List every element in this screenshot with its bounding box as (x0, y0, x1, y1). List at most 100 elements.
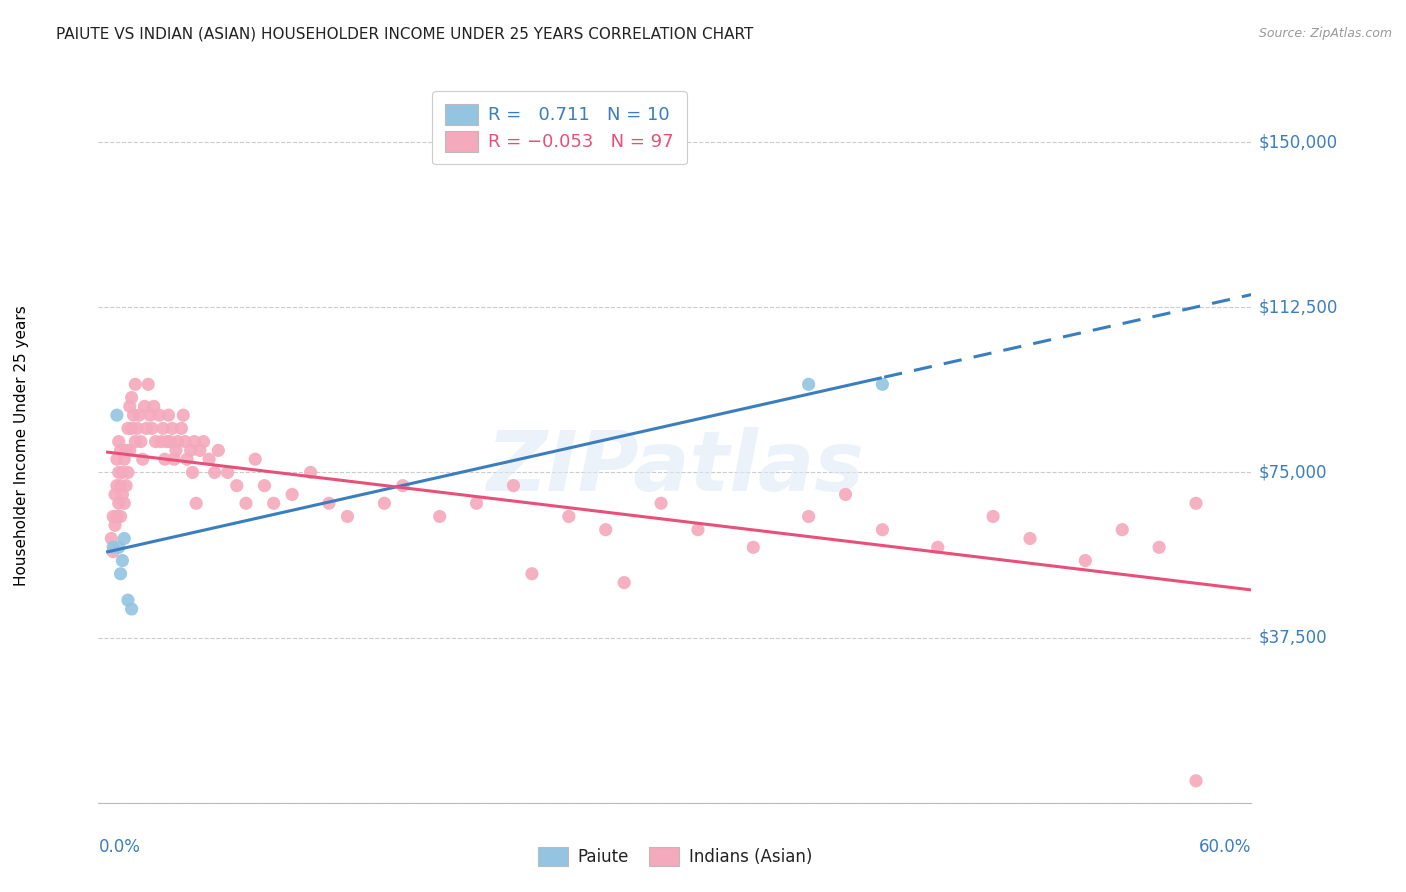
Text: $150,000: $150,000 (1258, 133, 1337, 151)
Text: $75,000: $75,000 (1258, 464, 1327, 482)
Point (429, 509, 451, 524)
Point (204, 466, 226, 480)
Point (152, 421, 174, 435)
Point (245, 452, 267, 467)
Point (107, 496, 129, 510)
Point (872, 377, 894, 392)
Point (183, 434, 205, 449)
Point (163, 452, 186, 467)
Point (107, 434, 129, 449)
Point (139, 408, 162, 422)
Point (150, 434, 173, 449)
Point (160, 421, 183, 435)
Point (181, 466, 204, 480)
Point (180, 443, 202, 458)
Point (318, 496, 340, 510)
Point (104, 518, 127, 533)
Point (159, 434, 181, 449)
Point (1019, 532, 1042, 546)
Point (170, 421, 193, 435)
Point (148, 408, 170, 422)
Point (142, 400, 165, 414)
Point (156, 434, 179, 449)
Point (122, 408, 145, 422)
Point (111, 487, 134, 501)
Point (198, 452, 221, 467)
Point (145, 434, 167, 449)
Point (105, 478, 128, 492)
Point (172, 408, 194, 422)
Point (107, 466, 129, 480)
Point (118, 443, 141, 458)
Point (872, 523, 894, 537)
Point (124, 434, 146, 449)
Point (104, 487, 127, 501)
Point (165, 443, 187, 458)
Point (595, 523, 617, 537)
Point (1147, 541, 1170, 555)
Point (193, 434, 215, 449)
Text: 0.0%: 0.0% (98, 838, 141, 856)
Legend: R =   0.711   N = 10, R = −0.053   N = 97: R = 0.711 N = 10, R = −0.053 N = 97 (433, 91, 686, 164)
Point (110, 566, 132, 581)
Point (112, 452, 135, 467)
Point (107, 541, 129, 555)
Point (100, 532, 122, 546)
Point (111, 553, 134, 567)
Legend: Paiute, Indians (Asian): Paiute, Indians (Asian) (531, 840, 818, 873)
Point (981, 509, 1004, 524)
Point (1185, 496, 1208, 510)
Point (217, 466, 239, 480)
Point (281, 487, 304, 501)
Point (207, 443, 229, 458)
Point (686, 523, 709, 537)
Point (124, 377, 146, 392)
Point (117, 593, 139, 607)
Point (1111, 523, 1133, 537)
Point (129, 434, 152, 449)
Point (253, 478, 276, 492)
Point (927, 541, 949, 555)
Point (110, 443, 132, 458)
Point (391, 478, 413, 492)
Point (558, 509, 581, 524)
Point (1185, 773, 1208, 788)
Point (105, 408, 128, 422)
Point (112, 496, 135, 510)
Point (157, 408, 180, 422)
Point (128, 408, 150, 422)
Point (153, 452, 176, 467)
Point (134, 400, 156, 414)
Text: Source: ZipAtlas.com: Source: ZipAtlas.com (1258, 27, 1392, 40)
Point (105, 452, 128, 467)
Text: $112,500: $112,500 (1258, 298, 1337, 317)
Point (650, 496, 672, 510)
Point (742, 541, 765, 555)
Point (127, 421, 149, 435)
Point (520, 566, 543, 581)
Point (373, 496, 395, 510)
Point (263, 496, 285, 510)
Point (235, 496, 257, 510)
Point (136, 377, 159, 392)
Point (188, 443, 211, 458)
Point (465, 496, 488, 510)
Point (834, 487, 856, 501)
Point (166, 434, 188, 449)
Point (117, 421, 139, 435)
Point (111, 466, 134, 480)
Text: PAIUTE VS INDIAN (ASIAN) HOUSEHOLDER INCOME UNDER 25 YEARS CORRELATION CHART: PAIUTE VS INDIAN (ASIAN) HOUSEHOLDER INC… (56, 27, 754, 42)
Text: 60.0%: 60.0% (1199, 838, 1251, 856)
Point (797, 509, 820, 524)
Point (131, 452, 153, 467)
Point (186, 496, 208, 510)
Point (797, 377, 820, 392)
Point (336, 509, 359, 524)
Point (225, 478, 247, 492)
Point (112, 532, 135, 546)
Point (121, 391, 143, 405)
Point (1074, 553, 1097, 567)
Point (141, 421, 163, 435)
Point (502, 478, 524, 492)
Text: Householder Income Under 25 years: Householder Income Under 25 years (14, 306, 28, 586)
